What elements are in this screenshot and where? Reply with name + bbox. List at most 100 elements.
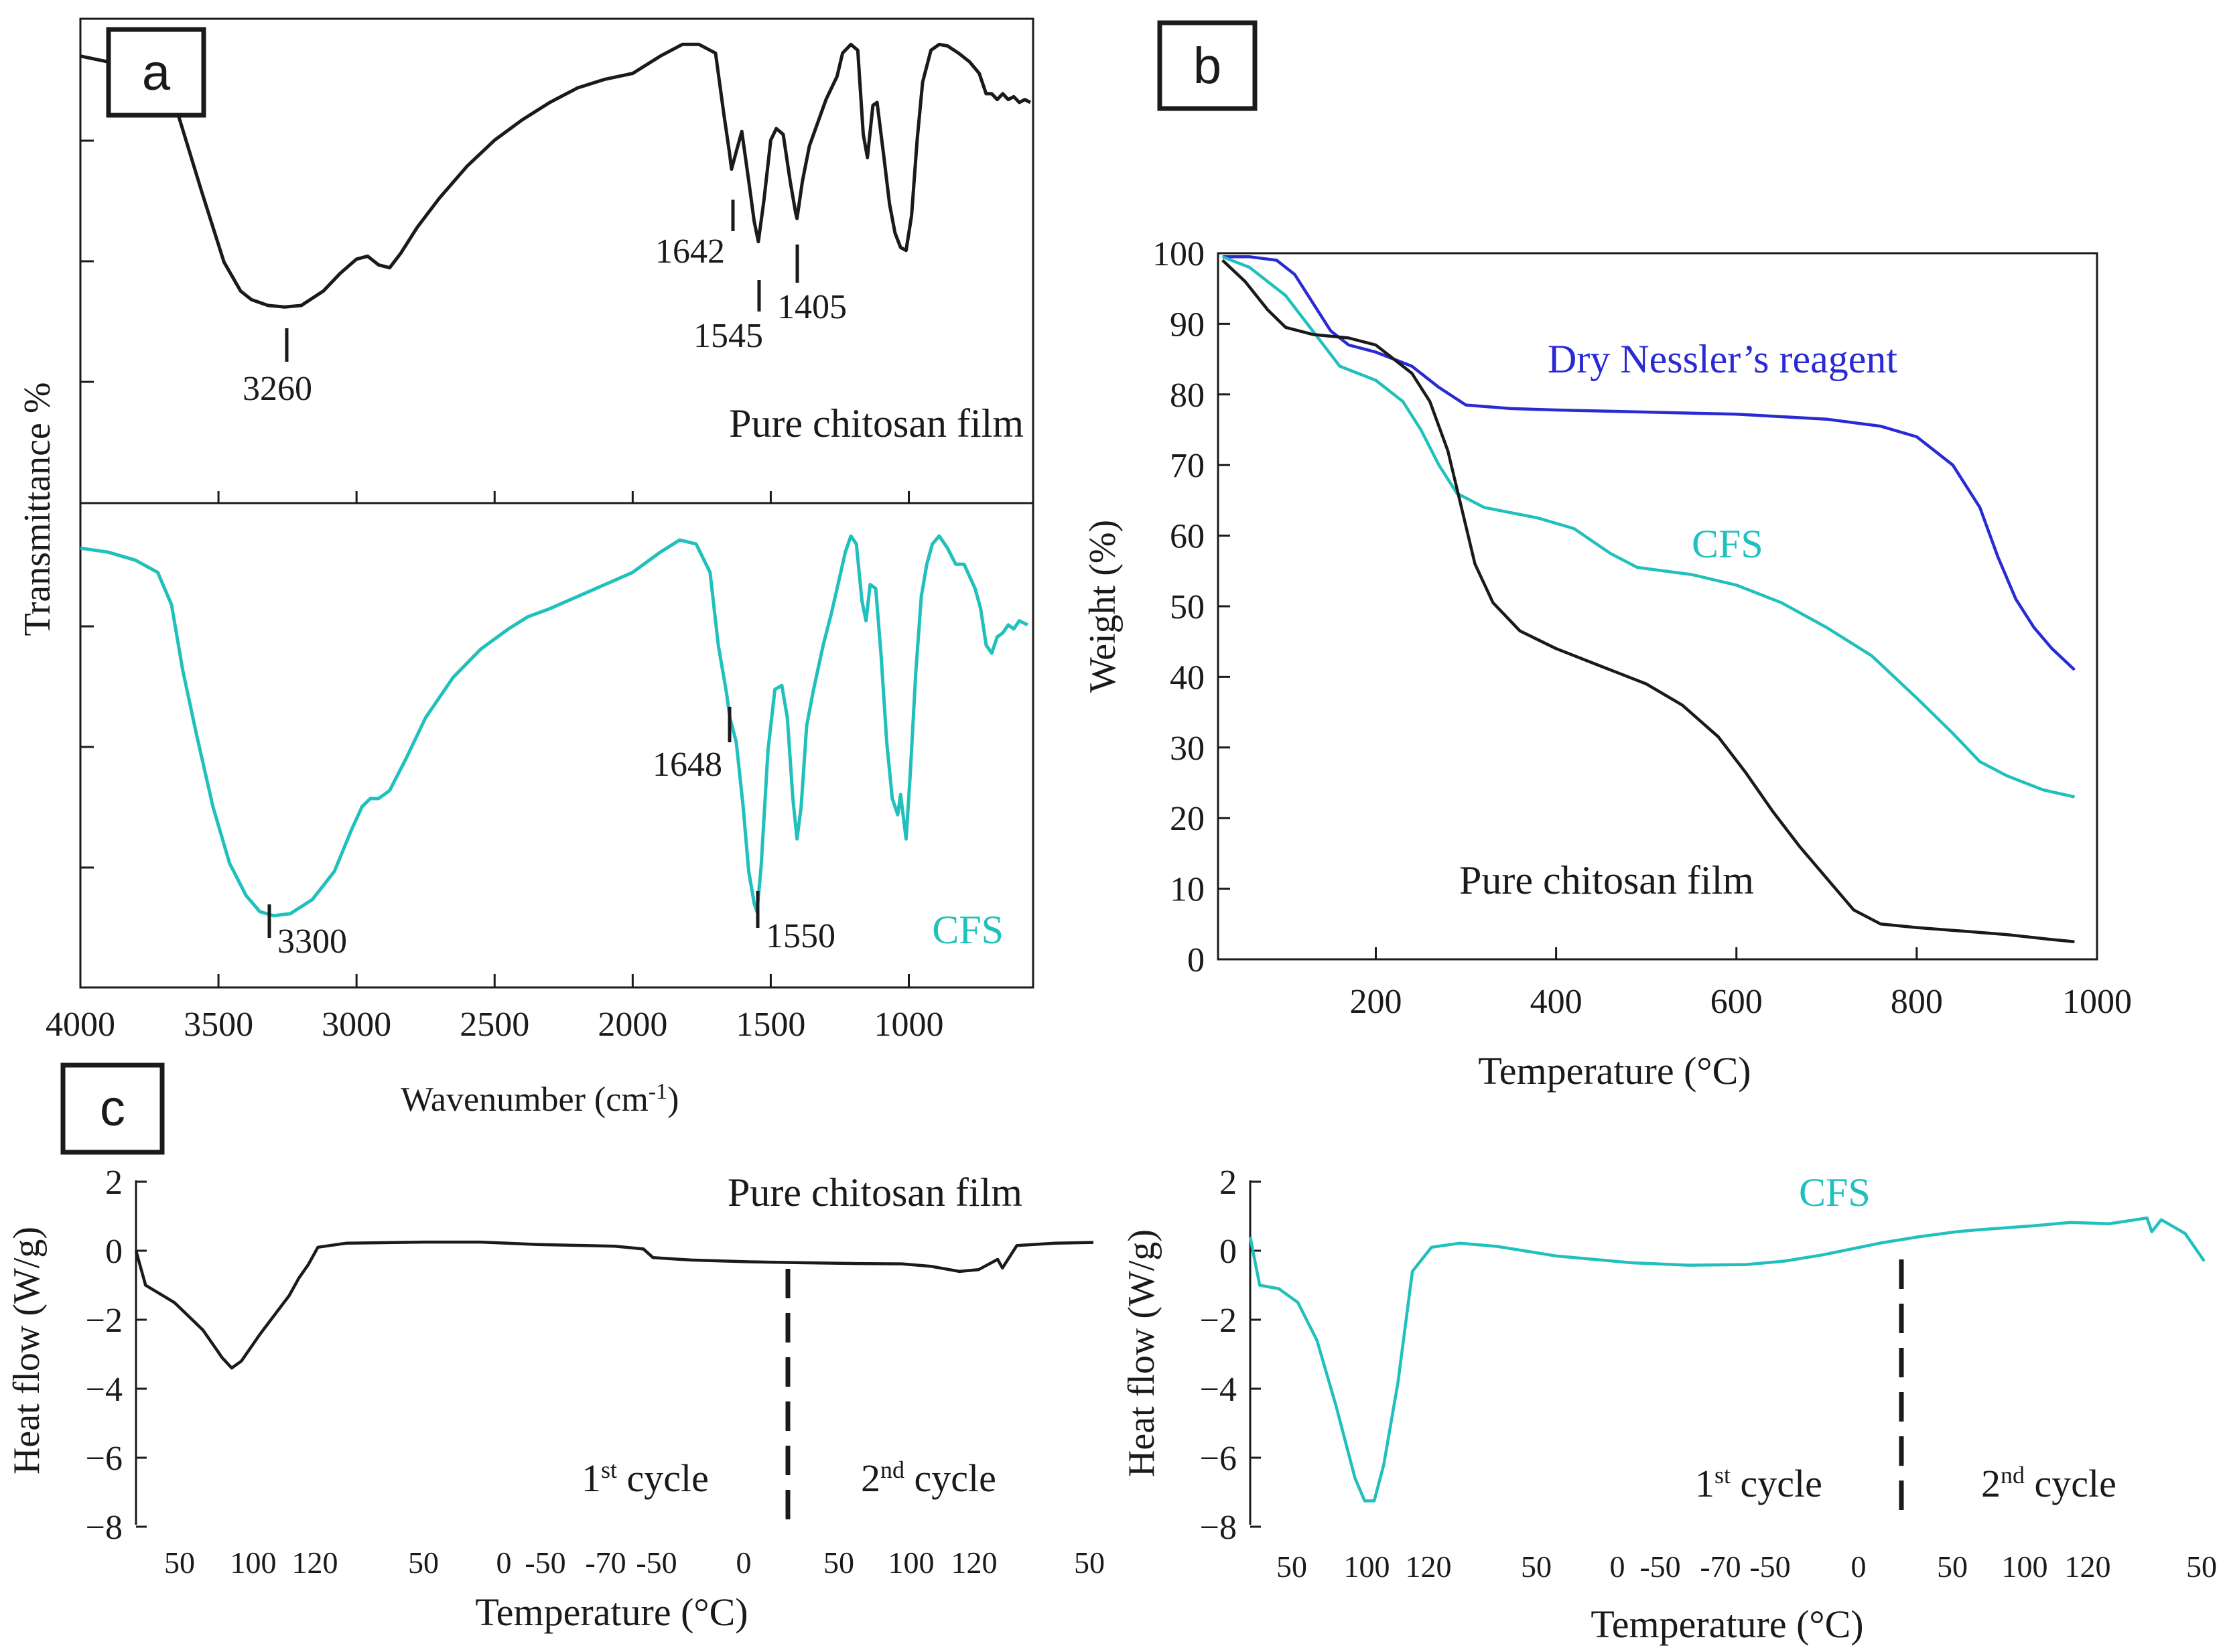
b-y-tick-label: 40: [1170, 659, 1205, 697]
panel-c-cfs: 20−2−4−6−8 50 100 120 50 0 -50 -70 -50 0 50 100 120…: [1121, 1164, 2217, 1646]
pure-chitosan-dsc-curve: [134, 1240, 1094, 1370]
a-x-tick-label: 3500: [184, 1006, 253, 1044]
dsc-y-tick-label: −6: [1200, 1440, 1237, 1478]
a-x-tick-label: 3000: [322, 1006, 391, 1044]
dsc-y-tick-label: −6: [86, 1440, 123, 1478]
dsc-x-tick-label: 0: [1610, 1550, 1625, 1584]
panel-a-y-label: Transmittance %: [17, 383, 58, 636]
dsc-x-tick-label: 50: [1521, 1550, 1552, 1584]
dsc-x-tick-label: 50: [2186, 1550, 2217, 1584]
nessler-tga-curve: [1222, 255, 2076, 671]
panel-b-series-label-cfs: CFS: [1692, 522, 1763, 566]
panel-b-series-label-nessler: Dry Nessler’s reagent: [1548, 337, 1897, 381]
dsc-x-tick-label: 0: [1851, 1550, 1867, 1584]
a-x-tick-label: 4000: [46, 1006, 115, 1044]
tga-line-0: [1222, 255, 2076, 671]
peak-label-1648: 1648: [653, 746, 722, 784]
b-y-tick-label: 10: [1170, 871, 1205, 909]
panel-c-label-box: [60, 1062, 165, 1155]
dsc-y-tick-label: −8: [1200, 1509, 1237, 1547]
dsc-x-tick-label: 50: [1276, 1550, 1307, 1584]
peak-label-1405: 1405: [777, 288, 847, 326]
panel-c1-x-label: Temperature (°C): [475, 1590, 748, 1634]
panel-a-x-label: Wavenumber (cm-1): [401, 1079, 679, 1119]
cfs-tga-curve: [1221, 255, 2075, 799]
dsc-x-tick-label: -50: [525, 1545, 565, 1580]
b-y-tick-label: 70: [1170, 447, 1205, 485]
dsc-y-tick-label: 0: [1219, 1233, 1237, 1271]
panel-b-label-box: [1157, 20, 1258, 111]
dsc-x-tick-label: 100: [1344, 1550, 1390, 1584]
pure-chitosan-tga-curve: [1221, 259, 2075, 943]
b-x-tick-label: 200: [1349, 983, 1402, 1021]
b-y-tick-label: 50: [1170, 588, 1205, 626]
peak-label-3260: 3260: [243, 370, 312, 408]
panel-c-pure: 2 0 −2 −4 −6 −8 50 100 120 50 0 -50 -70 -50 0 50 100 120…: [6, 1062, 1105, 1634]
b-y-tick-label: 90: [1170, 305, 1205, 344]
dsc-y-tick-label: −4: [1200, 1371, 1237, 1409]
panel-b-series-label-pure: Pure chitosan film: [1459, 858, 1754, 902]
dsc-x-tick-label: 120: [2065, 1550, 2111, 1584]
b-y-tick-label: 20: [1170, 800, 1205, 838]
panel-a-label-box: [106, 27, 206, 118]
panel-a-x-ticks: 4000 3500 3000 2500 2000 1500 1000: [46, 491, 944, 1044]
ftir-line-0: [80, 42, 1032, 309]
dsc-x-tick-label: 120: [292, 1545, 338, 1580]
panel-c2-title: CFS: [1799, 1170, 1871, 1215]
panel-c1-title: Pure chitosan film: [728, 1170, 1022, 1215]
dsc-x-tick-label: 100: [230, 1545, 277, 1580]
panel-c2-cycle-1: 1st cycle: [1695, 1462, 1822, 1505]
panel-c2-y-ticks: 2 0 −2 −4 −6 −8: [1200, 1164, 1261, 1547]
panel-c1-y-label: Heat flow (W/g): [6, 1227, 48, 1474]
dsc-y-tick-label: 2: [105, 1164, 123, 1202]
tga-line-2: [1221, 259, 2075, 943]
panel-a-label: a: [142, 44, 171, 101]
dsc-x-tick-label: -50: [1639, 1550, 1680, 1584]
pure-chitosan-ftir-curve: [80, 42, 1032, 309]
dsc-x-tick-label: 0: [496, 1545, 512, 1580]
dsc-x-tick-label: 50: [823, 1545, 854, 1580]
dsc-x-tick-label: 50: [1074, 1545, 1105, 1580]
panel-c1-cycle-2: 2nd cycle: [861, 1456, 996, 1500]
dsc-y-tick-label: −2: [86, 1302, 123, 1340]
dsc-x-tick-label: 0: [736, 1545, 752, 1580]
panel-c1-x-tick-labels: 50 100 120 50 0 -50 -70 -50 0 50 100 120 50: [164, 1545, 1105, 1580]
dsc-x-tick-label: -70: [1700, 1550, 1741, 1584]
b-x-tick-label: 400: [1530, 983, 1582, 1021]
a-x-tick-label: 1000: [874, 1006, 944, 1044]
dsc-y-tick-label: −4: [86, 1371, 123, 1409]
panel-a: 4000 3500 3000 2500 2000 1500 1000 3260 1642 1…: [17, 17, 1034, 1119]
b-x-tick-label: 1000: [2062, 983, 2132, 1021]
panel-c2-y-label: Heat flow (W/g): [1121, 1229, 1162, 1477]
peak-markers: [267, 200, 799, 938]
a-x-tick-label: 1500: [736, 1006, 805, 1044]
panel-c2-x-tick-labels: 50 100 120 50 0 -50 -70 -50 0 50 100 120 50: [1276, 1550, 2217, 1584]
dsc-line: [1248, 1216, 2206, 1503]
dsc-x-tick-label: -50: [1749, 1550, 1790, 1584]
cfs-dsc-curve: [1248, 1216, 2206, 1503]
b-x-tick-label: 600: [1710, 983, 1763, 1021]
dsc-y-tick-label: −2: [1200, 1302, 1237, 1340]
peak-label-1550: 1550: [766, 917, 835, 955]
dsc-x-tick-label: -50: [636, 1545, 677, 1580]
cfs-ftir-curve: [80, 534, 1028, 918]
dsc-y-tick-label: −8: [86, 1509, 123, 1547]
panel-a-series-label-cfs: CFS: [932, 908, 1004, 952]
panel-c2-x-label: Temperature (°C): [1591, 1602, 1863, 1646]
panel-c-label: c: [100, 1080, 125, 1137]
panel-b-y-ticks: 0 10 20 30 40 50 60 70 80 90 100: [1152, 235, 1230, 979]
dsc-y-tick-label: 0: [105, 1233, 123, 1271]
panel-c1-cycle-1: 1st cycle: [582, 1456, 709, 1500]
tga-line-1: [1221, 255, 2075, 799]
dsc-x-tick-label: 50: [408, 1545, 439, 1580]
dsc-x-tick-label: 120: [951, 1545, 998, 1580]
panel-c2-cycle-2: 2nd cycle: [1981, 1462, 2116, 1505]
a-x-tick-label: 2000: [598, 1006, 667, 1044]
panel-b-x-ticks: 200 400 600 800 1000: [1349, 947, 2132, 1021]
b-y-tick-label: 30: [1170, 730, 1205, 768]
panel-c1-y-ticks: 2 0 −2 −4 −6 −8: [86, 1164, 147, 1547]
panel-a-series-label-pure: Pure chitosan film: [729, 401, 1024, 445]
dsc-x-tick-label: -70: [585, 1545, 626, 1580]
